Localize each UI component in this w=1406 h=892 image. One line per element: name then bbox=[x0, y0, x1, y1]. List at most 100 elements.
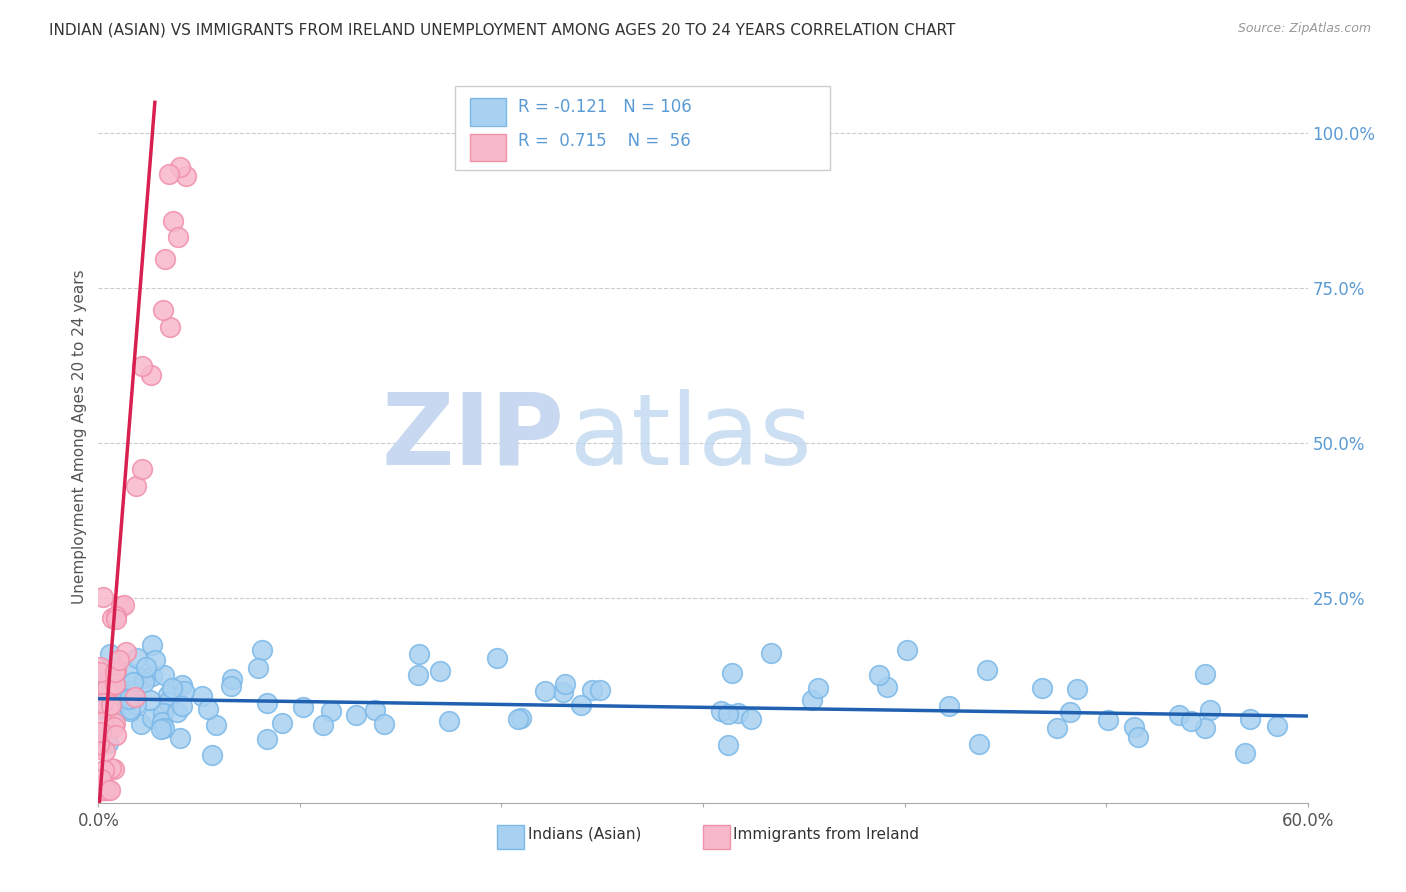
Point bbox=[135, 659, 157, 673]
Point bbox=[408, 647, 430, 661]
Point bbox=[969, 737, 991, 751]
Point bbox=[153, 668, 176, 682]
Point bbox=[89, 701, 111, 715]
Point bbox=[97, 701, 120, 715]
Point bbox=[173, 683, 195, 698]
Point bbox=[717, 738, 740, 752]
Point bbox=[89, 668, 111, 682]
Point bbox=[155, 252, 177, 266]
Point bbox=[117, 665, 139, 679]
Point bbox=[125, 479, 148, 493]
Point bbox=[1199, 703, 1222, 717]
Point bbox=[976, 663, 998, 677]
Point bbox=[1097, 713, 1119, 727]
Point bbox=[169, 731, 191, 746]
Point bbox=[167, 229, 190, 244]
Point bbox=[118, 692, 141, 706]
Point bbox=[90, 772, 112, 787]
Point bbox=[98, 647, 121, 661]
Point bbox=[581, 683, 603, 698]
Point bbox=[100, 689, 122, 703]
Point bbox=[100, 698, 122, 712]
Point bbox=[104, 677, 127, 691]
Point bbox=[91, 783, 114, 797]
Bar bbox=[470, 134, 506, 161]
Point bbox=[508, 712, 530, 726]
Text: ZIP: ZIP bbox=[381, 389, 564, 485]
Point bbox=[710, 704, 733, 718]
Point bbox=[1168, 707, 1191, 722]
Point bbox=[100, 761, 122, 775]
Point bbox=[717, 706, 740, 721]
Point bbox=[97, 681, 120, 695]
Point bbox=[256, 731, 278, 746]
Point bbox=[152, 303, 174, 318]
Point bbox=[90, 783, 112, 797]
Point bbox=[149, 723, 172, 737]
Point bbox=[93, 672, 115, 686]
Point bbox=[292, 700, 315, 714]
Point bbox=[486, 651, 509, 665]
Point bbox=[105, 612, 128, 626]
Point bbox=[437, 714, 460, 728]
Point bbox=[91, 591, 114, 605]
Point bbox=[1233, 746, 1256, 760]
Point bbox=[938, 698, 960, 713]
Point bbox=[97, 736, 120, 750]
Point bbox=[93, 695, 115, 709]
Text: Source: ZipAtlas.com: Source: ZipAtlas.com bbox=[1237, 22, 1371, 36]
Point bbox=[170, 678, 193, 692]
Text: R =  0.715    N =  56: R = 0.715 N = 56 bbox=[517, 132, 690, 150]
Point bbox=[159, 319, 181, 334]
Point bbox=[125, 651, 148, 665]
Point bbox=[89, 737, 111, 751]
Bar bbox=[470, 98, 506, 126]
Point bbox=[132, 671, 155, 685]
Text: INDIAN (ASIAN) VS IMMIGRANTS FROM IRELAND UNEMPLOYMENT AMONG AGES 20 TO 24 YEARS: INDIAN (ASIAN) VS IMMIGRANTS FROM IRELAN… bbox=[49, 22, 956, 37]
Point bbox=[761, 646, 783, 660]
Point bbox=[103, 665, 125, 679]
Point bbox=[1046, 721, 1069, 735]
Point bbox=[406, 668, 429, 682]
Point bbox=[131, 462, 153, 476]
Point bbox=[162, 214, 184, 228]
Point bbox=[174, 169, 197, 183]
Point bbox=[121, 686, 143, 700]
Point bbox=[105, 689, 128, 703]
Point bbox=[110, 599, 132, 614]
Point bbox=[534, 684, 557, 698]
Point bbox=[1031, 681, 1053, 695]
Point bbox=[1265, 719, 1288, 733]
Point bbox=[157, 167, 180, 181]
Point bbox=[115, 645, 138, 659]
Point bbox=[97, 666, 120, 681]
Point bbox=[89, 660, 111, 674]
Point bbox=[153, 721, 176, 735]
Point bbox=[90, 783, 112, 797]
Point bbox=[429, 664, 451, 678]
Point bbox=[256, 696, 278, 710]
Point bbox=[1066, 682, 1088, 697]
Point bbox=[90, 739, 112, 754]
Point bbox=[569, 698, 592, 712]
Point bbox=[191, 689, 214, 703]
Point bbox=[807, 681, 830, 696]
Point bbox=[87, 783, 110, 797]
Point bbox=[201, 748, 224, 763]
Point bbox=[120, 704, 142, 718]
Point bbox=[219, 679, 242, 693]
Point bbox=[141, 368, 163, 382]
Point bbox=[90, 783, 112, 797]
Point bbox=[554, 677, 576, 691]
Point bbox=[139, 693, 162, 707]
Point bbox=[344, 708, 367, 723]
Point bbox=[108, 653, 131, 667]
Point bbox=[101, 611, 124, 625]
Point bbox=[896, 642, 918, 657]
Point bbox=[134, 675, 156, 690]
Point bbox=[141, 638, 163, 652]
Point bbox=[363, 704, 385, 718]
Bar bbox=[703, 825, 730, 849]
Point bbox=[107, 692, 129, 706]
Point bbox=[156, 695, 179, 709]
